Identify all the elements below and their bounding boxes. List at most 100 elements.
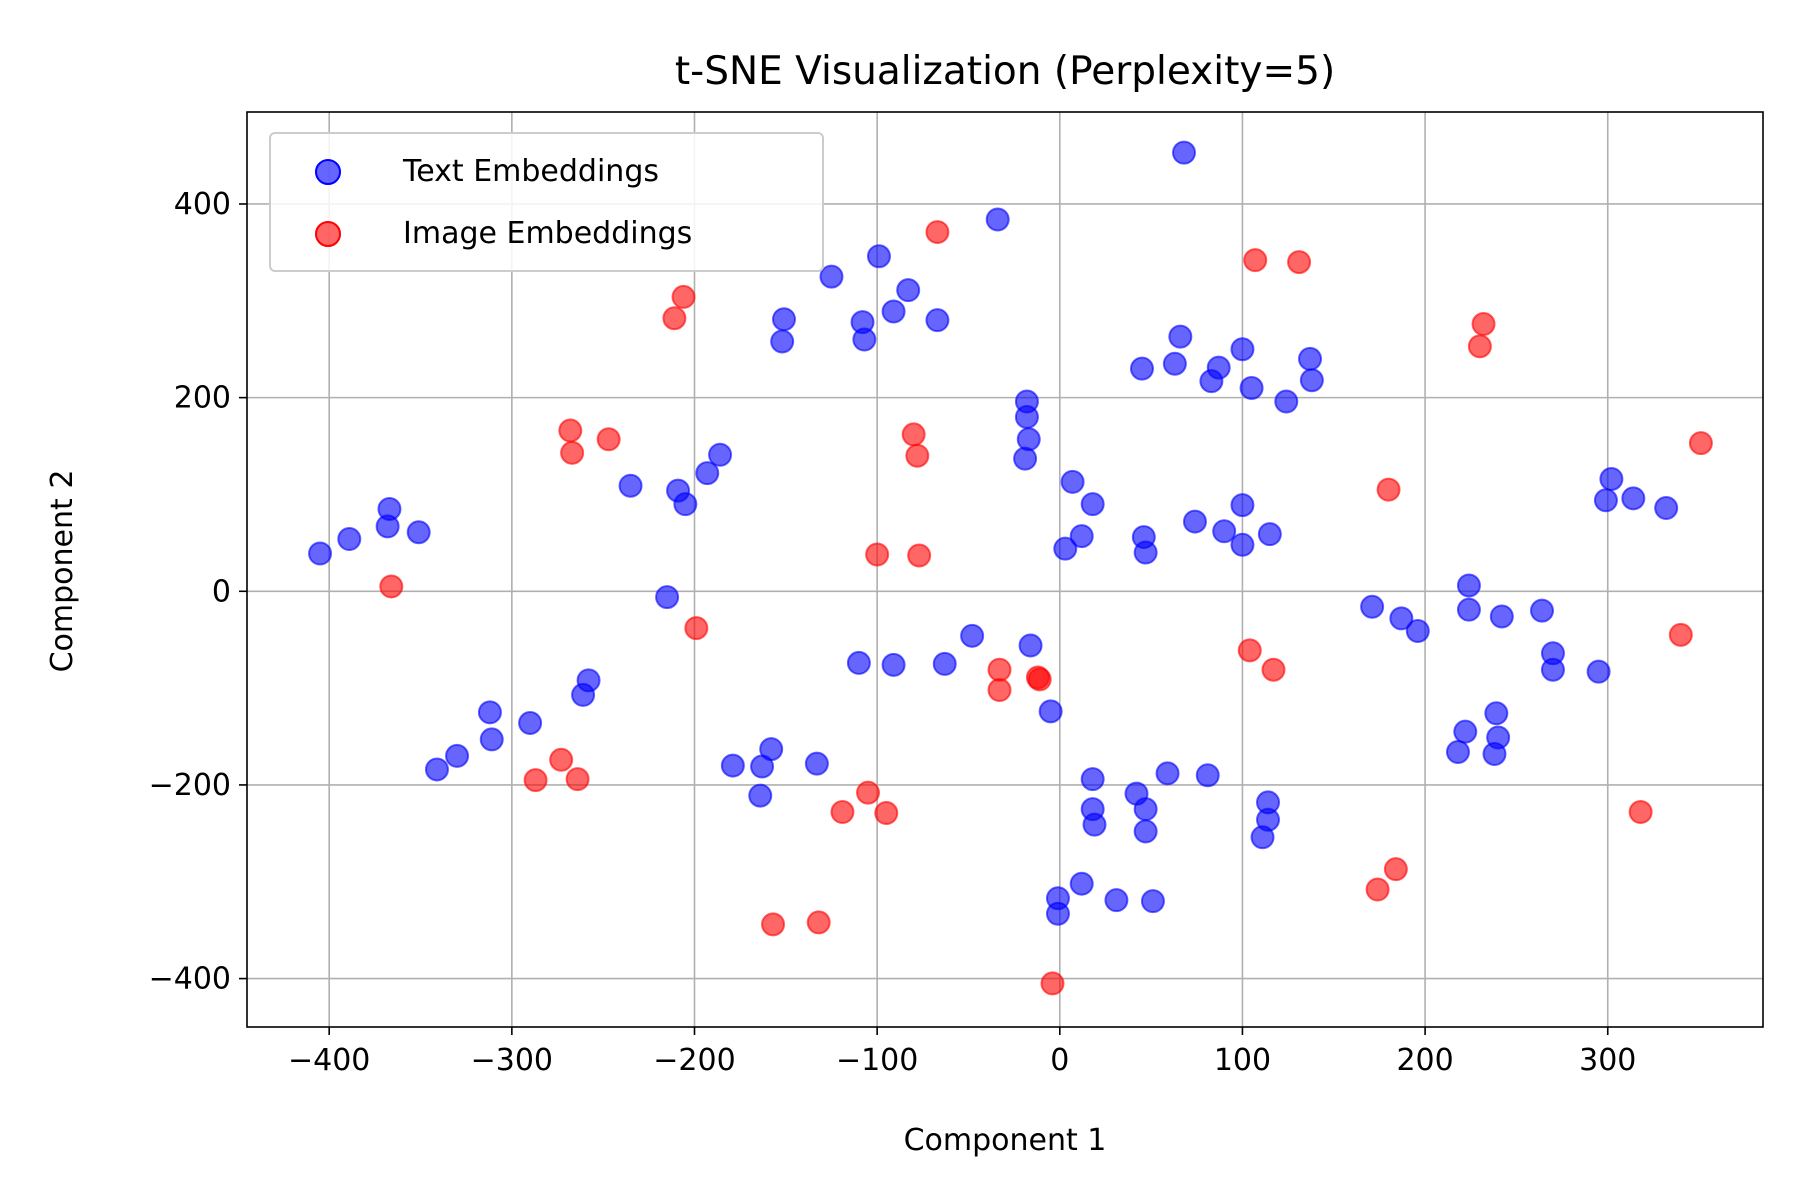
y-tick-label: −400 xyxy=(149,962,231,997)
legend-label-text-embeddings: Text Embeddings xyxy=(402,154,659,189)
text-embedding-point xyxy=(1250,825,1275,850)
x-axis-label: Component 1 xyxy=(904,1123,1107,1158)
text-embedding-point xyxy=(1230,493,1255,518)
image-embedding-point xyxy=(874,801,899,826)
text-embedding-point xyxy=(1104,888,1129,913)
image-embedding-point xyxy=(1668,622,1693,647)
image-embedding-point xyxy=(684,616,709,641)
text-embedding-point xyxy=(1045,901,1070,926)
text-embedding-point xyxy=(1299,368,1324,393)
text-embedding-point xyxy=(804,751,829,776)
text-embedding-point xyxy=(1014,405,1039,429)
image-embedding-point xyxy=(596,427,621,452)
text-embedding-point xyxy=(1080,492,1105,517)
image-embedding-point xyxy=(761,912,786,937)
y-tick-label: 400 xyxy=(174,187,231,222)
text-embedding-point xyxy=(852,327,877,352)
text-embedding-point xyxy=(1540,657,1565,682)
text-embedding-point xyxy=(985,207,1010,232)
text-embedding-point xyxy=(1013,446,1038,471)
text-embedding-point xyxy=(375,514,400,539)
text-embedding-point xyxy=(881,652,906,677)
plot-frame xyxy=(246,111,1764,1028)
text-embedding-point xyxy=(1257,522,1282,547)
image-embedding-point xyxy=(1237,638,1262,663)
text-embedding-point xyxy=(1155,761,1180,786)
image-embedding-point xyxy=(1261,657,1286,682)
image-embedding-point xyxy=(905,443,930,468)
legend-marker-text-embeddings xyxy=(315,159,341,185)
text-embedding-point xyxy=(337,527,362,551)
text-embedding-point xyxy=(1133,819,1158,844)
image-embedding-point xyxy=(1628,800,1653,825)
image-embedding-point xyxy=(1467,334,1492,359)
text-embedding-point xyxy=(866,244,891,269)
image-embedding-point xyxy=(379,574,404,599)
y-axis-label: Component 2 xyxy=(45,470,80,673)
text-embedding-point xyxy=(666,478,691,503)
text-embedding-point xyxy=(1230,532,1255,557)
text-embedding-point xyxy=(1298,346,1323,371)
text-embedding-point xyxy=(1456,597,1481,622)
chart-title: t-SNE Visualization (Perplexity=5) xyxy=(675,49,1335,94)
text-embedding-point xyxy=(748,783,773,808)
image-embedding-point xyxy=(671,284,696,309)
text-embedding-point xyxy=(1405,618,1430,643)
text-embedding-point xyxy=(881,299,906,324)
text-embedding-point xyxy=(1168,324,1193,349)
text-embedding-point xyxy=(1162,351,1187,376)
text-embedding-point xyxy=(1489,604,1514,629)
x-tick-label: 300 xyxy=(1579,1043,1636,1078)
text-embedding-point xyxy=(1599,466,1624,491)
text-embedding-point xyxy=(771,307,796,332)
image-embedding-point xyxy=(830,800,855,825)
text-embedding-point xyxy=(1129,356,1154,381)
text-embedding-point xyxy=(1586,659,1611,684)
text-embedding-point xyxy=(1484,701,1509,726)
text-embedding-point xyxy=(1016,427,1041,452)
text-embedding-point xyxy=(1453,719,1478,744)
text-embedding-point xyxy=(770,329,795,354)
text-embedding-point xyxy=(896,278,921,303)
x-tick-label: −400 xyxy=(288,1043,370,1078)
legend-marker-image-embeddings xyxy=(315,221,341,247)
image-embedding-point xyxy=(907,543,932,568)
text-embedding-point xyxy=(1274,389,1299,414)
y-tick-label: −200 xyxy=(149,768,231,803)
text-embedding-point xyxy=(1206,355,1231,380)
text-embedding-point xyxy=(1445,740,1470,765)
image-embedding-point xyxy=(523,768,548,793)
text-embedding-point xyxy=(1133,797,1158,822)
image-embedding-point xyxy=(549,747,574,772)
text-embedding-point xyxy=(655,585,680,610)
text-embedding-point xyxy=(1069,524,1094,549)
x-tick-label: 0 xyxy=(1050,1043,1069,1078)
image-embedding-point xyxy=(1287,250,1312,275)
text-embedding-point xyxy=(1060,469,1085,494)
text-embedding-point xyxy=(1482,741,1507,766)
image-embedding-point xyxy=(806,910,831,935)
text-embedding-point xyxy=(1239,375,1264,400)
image-embedding-point xyxy=(901,422,926,447)
text-embedding-point xyxy=(1621,486,1646,511)
text-embedding-point xyxy=(960,623,985,648)
text-embedding-point xyxy=(1654,496,1679,521)
text-embedding-point xyxy=(1038,699,1063,724)
x-tick-label: 200 xyxy=(1396,1043,1453,1078)
image-embedding-point xyxy=(987,657,1012,682)
text-embedding-point xyxy=(1018,633,1043,658)
image-embedding-point xyxy=(1688,431,1713,456)
image-embedding-point xyxy=(1027,667,1052,692)
image-embedding-point xyxy=(987,678,1012,703)
image-embedding-point xyxy=(565,767,590,792)
text-embedding-point xyxy=(1456,573,1481,598)
image-embedding-point xyxy=(558,418,583,443)
text-embedding-point xyxy=(932,651,957,676)
image-embedding-point xyxy=(560,440,585,465)
text-embedding-point xyxy=(1082,812,1107,837)
legend-label-image-embeddings: Image Embeddings xyxy=(403,216,692,251)
text-embedding-point xyxy=(708,442,733,467)
legend-box xyxy=(269,132,824,272)
text-embedding-point xyxy=(1171,140,1196,165)
legend: Text Embeddings Image Embeddings xyxy=(269,132,824,272)
